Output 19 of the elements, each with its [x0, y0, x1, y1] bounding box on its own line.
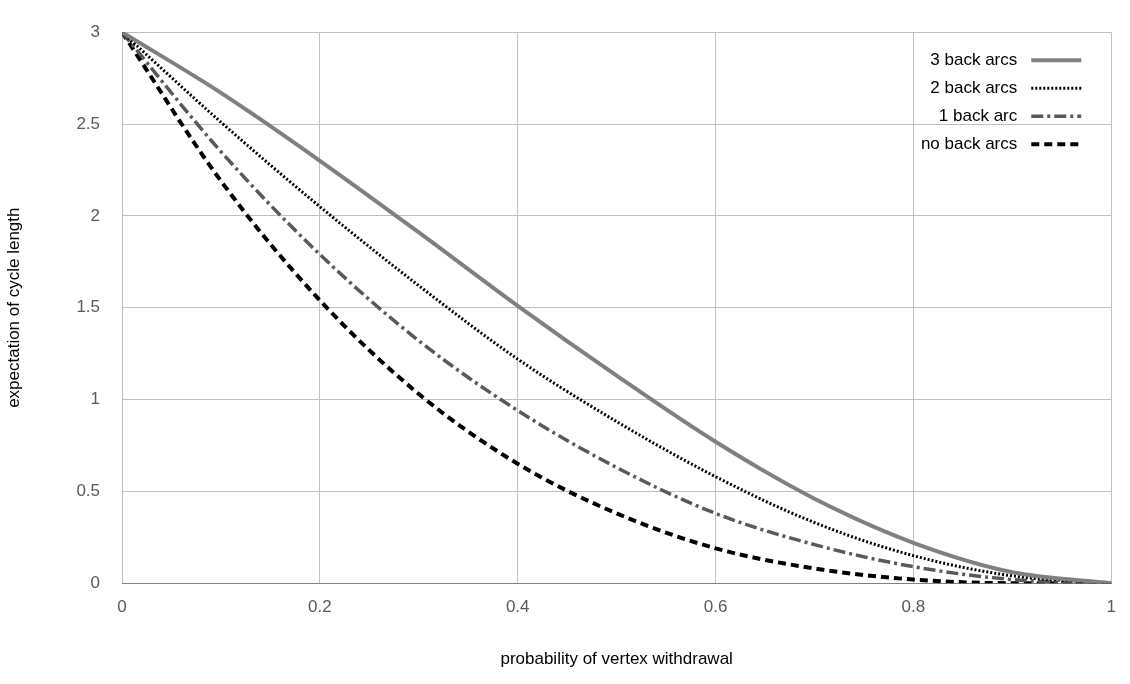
y-tick-label: 0 — [90, 572, 101, 592]
y-axis-title: expectation of cycle length — [3, 207, 23, 408]
x-tick-label: 0 — [117, 597, 127, 617]
legend-label: no back arcs — [920, 133, 1018, 153]
x-tick-label: 0.8 — [901, 597, 926, 617]
y-tick-label: 1.5 — [76, 297, 101, 317]
x-tick-label: 0.2 — [308, 597, 332, 617]
y-tick-label: 3 — [90, 21, 101, 41]
y-tick-label: 2.5 — [76, 113, 101, 133]
y-tick-label: 0.5 — [76, 481, 101, 501]
x-axis-title: probability of vertex withdrawal — [500, 649, 733, 669]
legend-label: 2 back arcs — [930, 77, 1018, 97]
x-tick-label: 0.4 — [505, 597, 530, 617]
legend-label: 1 back arc — [938, 105, 1018, 125]
y-tick-label: 2 — [90, 205, 101, 225]
x-tick-label: 0.6 — [703, 597, 728, 617]
x-tick-label: 1 — [1106, 597, 1117, 617]
legend-label: 3 back arcs — [930, 49, 1018, 69]
y-tick-label: 1 — [90, 389, 101, 409]
